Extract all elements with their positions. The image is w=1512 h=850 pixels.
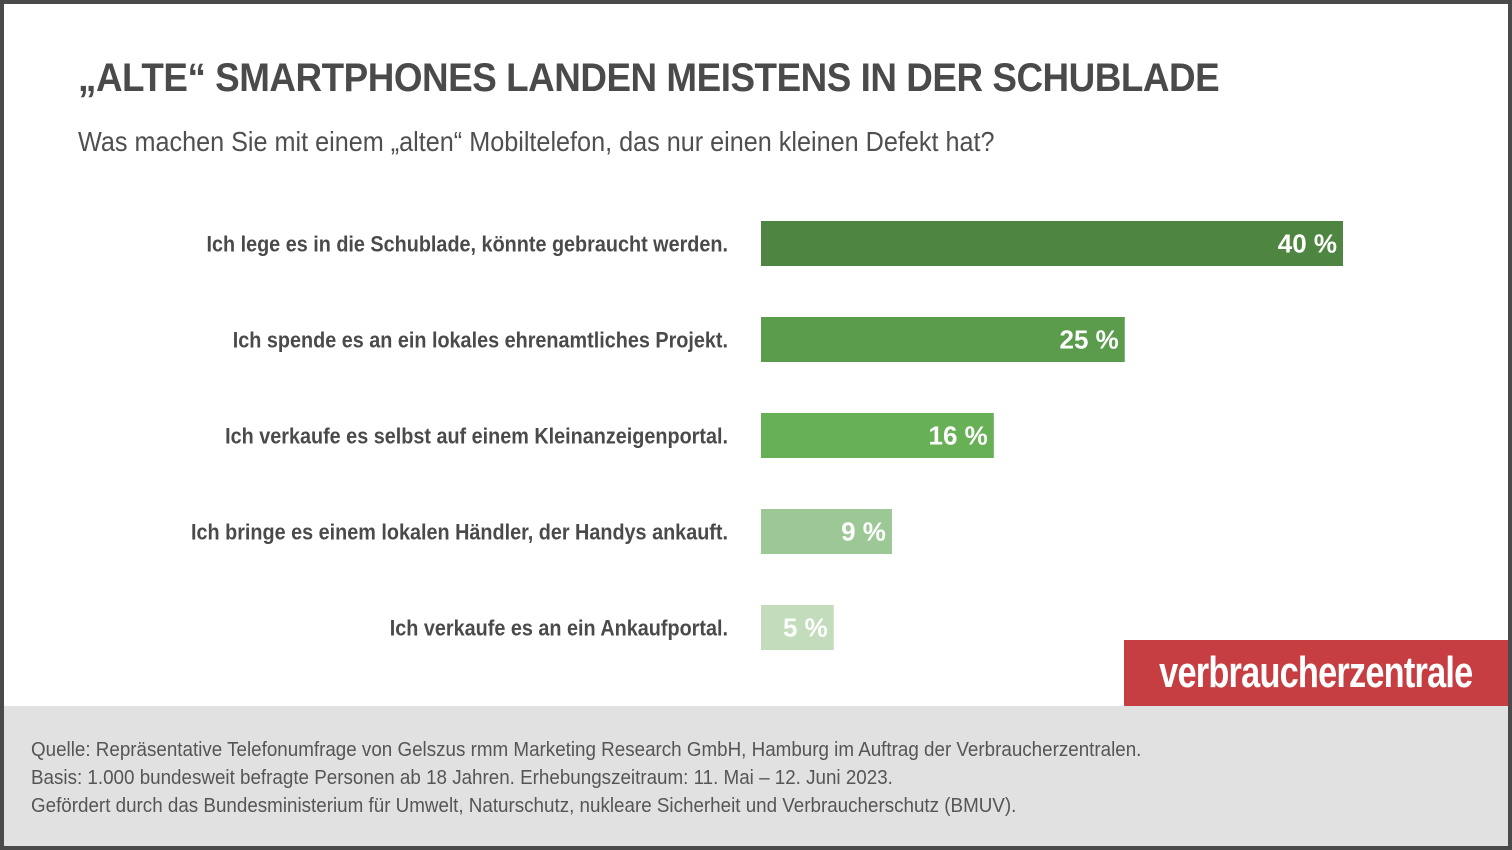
value-label: 9 % [841, 517, 886, 547]
footer-funding-line: Gefördert durch das Bundesministerium fü… [31, 795, 1017, 817]
value-label: 5 % [783, 613, 828, 643]
chart-subtitle: Was machen Sie mit einem „alten“ Mobilte… [78, 126, 995, 157]
bar [761, 221, 1343, 266]
bar-row: Ich verkaufe es selbst auf einem Kleinan… [225, 413, 994, 458]
verbraucherzentrale-logo: verbraucherzentrale [1124, 640, 1508, 706]
bar [761, 605, 834, 650]
category-label: Ich verkaufe es an ein Ankaufportal. [390, 616, 728, 641]
value-label: 16 % [929, 421, 988, 451]
chart-title: „ALTE“ SMARTPHONES LANDEN MEISTENS IN DE… [78, 56, 1220, 100]
infographic-frame: „ALTE“ SMARTPHONES LANDEN MEISTENS IN DE… [4, 4, 1508, 846]
bar [761, 317, 1125, 362]
bar-row: Ich lege es in die Schublade, könnte geb… [206, 221, 1343, 266]
value-label: 25 % [1059, 325, 1118, 355]
source-footer: Quelle: Repräsentative Telefonumfrage vo… [4, 706, 1508, 846]
category-label: Ich lege es in die Schublade, könnte geb… [206, 232, 728, 257]
bar-row: Ich verkaufe es an ein Ankaufportal. 5 % [390, 605, 834, 650]
bar [761, 509, 892, 554]
category-label: Ich verkaufe es selbst auf einem Kleinan… [225, 424, 728, 449]
bar-row: Ich spende es an ein lokales ehrenamtlic… [233, 317, 1125, 362]
category-label: Ich bringe es einem lokalen Händler, der… [191, 520, 728, 545]
bar-row: Ich bringe es einem lokalen Händler, der… [191, 509, 892, 554]
category-label: Ich spende es an ein lokales ehrenamtlic… [233, 328, 728, 353]
logo-text: verbraucherzentrale [1159, 648, 1473, 697]
footer-source-line: Quelle: Repräsentative Telefonumfrage vo… [31, 739, 1142, 761]
footer-basis-line: Basis: 1.000 bundesweit befragte Persone… [31, 767, 893, 789]
bar-chart: Ich lege es in die Schublade, könnte geb… [191, 221, 1343, 650]
value-label: 40 % [1278, 229, 1337, 259]
bar [761, 413, 994, 458]
